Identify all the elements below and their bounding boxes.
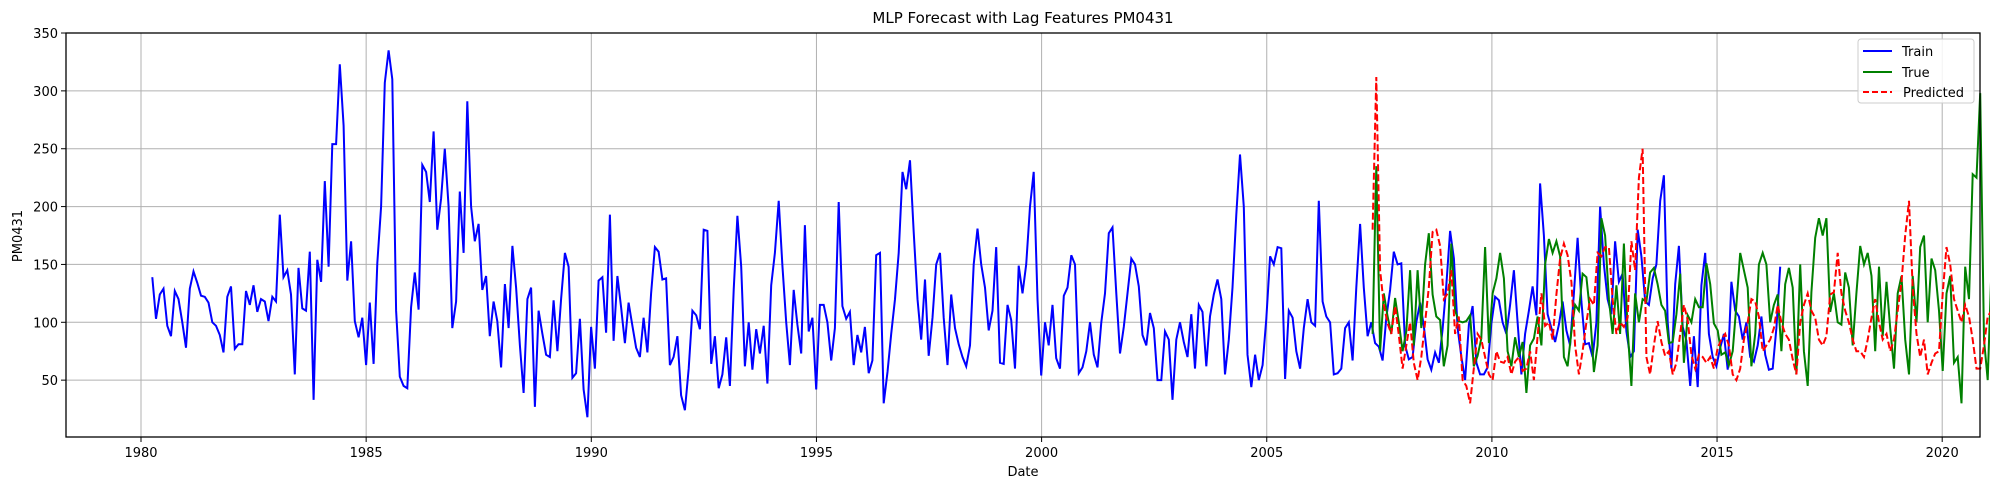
predicted-series-line [1371,76,1990,404]
y-tick-label: 350 [33,27,58,42]
x-tick-label: 2015 [1701,446,1734,461]
series-layer [151,50,1990,418]
plot-frame [65,32,1981,438]
y-axis-label: PM0431 [11,210,26,262]
x-tick-label: 1990 [575,446,608,461]
x-tick-label: 1980 [124,446,157,461]
legend-predicted-label: Predicted [1903,86,1964,101]
y-axis: 50 100 150 200 250 300 350 [33,27,66,389]
y-tick-label: 250 [33,143,58,158]
legend-box [1857,38,1975,104]
x-axis-label: Date [1007,465,1038,480]
x-tick-label: 1995 [800,446,833,461]
chart-title: MLP Forecast with Lag Features PM0431 [872,9,1173,27]
y-tick-label: 300 [33,85,58,100]
y-tick-label: 100 [33,316,58,331]
gridlines [66,33,1980,437]
legend-train-label: Train [1901,45,1933,60]
x-tick-label: 2020 [1926,446,1959,461]
true-series-line [1371,93,1990,404]
legend-true-label: True [1901,66,1930,81]
x-tick-label: 1985 [350,446,383,461]
y-tick-label: 200 [33,201,58,216]
x-axis: 1980 1985 1990 1995 2000 2005 2010 2015 2020 [124,437,1959,461]
x-tick-label: 2000 [1025,446,1058,461]
train-series-line [151,50,1782,418]
x-tick-label: 2010 [1475,446,1508,461]
y-tick-label: 50 [41,374,58,389]
legend: Train True Predicted [1857,38,1975,104]
y-tick-label: 150 [33,258,58,273]
x-tick-label: 2005 [1250,446,1283,461]
